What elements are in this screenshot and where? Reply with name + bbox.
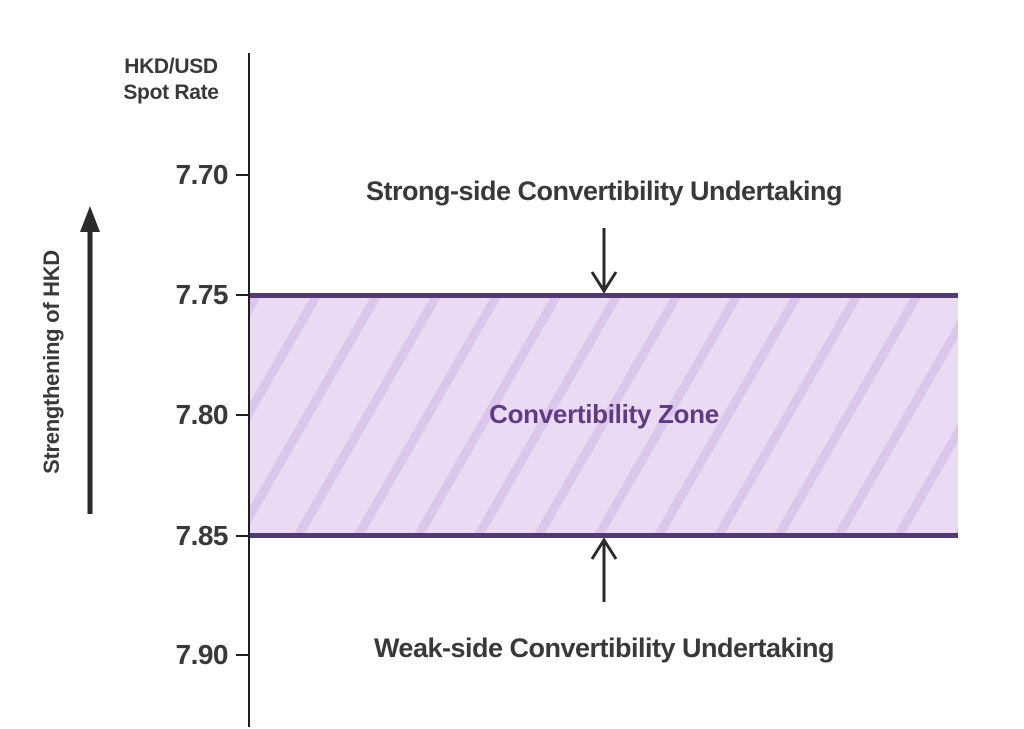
convertibility-zone-band — [250, 293, 958, 538]
y-axis-tick — [236, 414, 250, 416]
y-axis-tick — [236, 654, 250, 656]
y-axis-title: HKD/USD Spot Rate — [112, 54, 230, 106]
strengthening-up-arrow-icon — [80, 206, 100, 514]
weak-side-label: Weak-side Convertibility Undertaking — [373, 633, 835, 663]
strengthening-label: Strengthening of HKD — [39, 250, 65, 474]
y-axis-title-line1: HKD/USD — [124, 55, 218, 78]
strong-side-label: Strong-side Convertibility Undertaking — [365, 176, 843, 206]
y-tick-label-7-70: 7.70 — [175, 159, 229, 190]
y-tick-label-7-90: 7.90 — [175, 639, 229, 670]
y-tick-label-7-75: 7.75 — [175, 279, 229, 310]
down-arrow-icon — [590, 228, 618, 294]
y-axis-title-line2: Spot Rate — [123, 81, 219, 104]
y-axis-tick — [236, 174, 250, 176]
strengthening-label-wrap: Strengthening of HKD — [26, 237, 78, 487]
y-axis-line — [248, 53, 250, 727]
y-axis-tick — [236, 535, 250, 537]
y-tick-label-7-85: 7.85 — [175, 520, 229, 551]
up-arrow-icon — [590, 538, 618, 602]
convertibility-zone-label: Convertibility Zone — [489, 399, 719, 429]
y-tick-label-7-80: 7.80 — [175, 399, 229, 430]
y-axis-tick — [236, 294, 250, 296]
